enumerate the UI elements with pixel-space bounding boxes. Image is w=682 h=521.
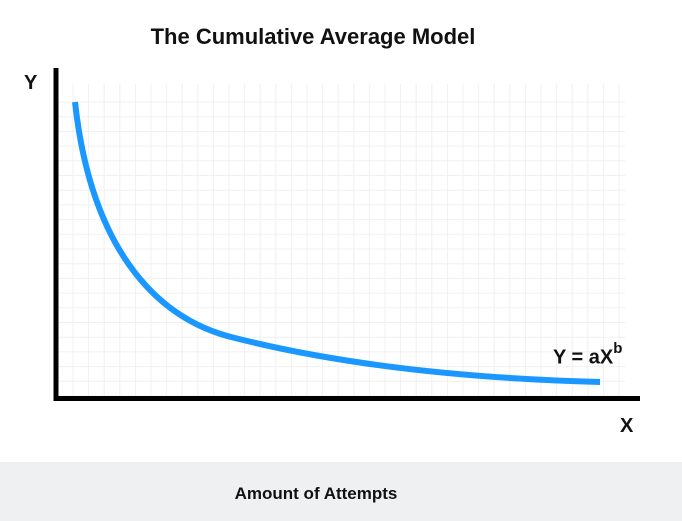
caption-text: Amount of Attempts [234,484,398,503]
diagram-title: The Cumulative Average Model [150,24,476,49]
diagram-canvas [53,68,640,401]
equation-label: Y = aXb [553,340,623,370]
learning-curve [72,101,601,385]
equation-base: Y = aX [553,346,614,369]
equation-exponent: b [613,340,623,357]
caption-bar: Amount of Attempts [0,462,682,521]
x-axis-label: X [620,415,634,437]
y-axis-label: Y [24,72,38,94]
grid [58,84,625,397]
